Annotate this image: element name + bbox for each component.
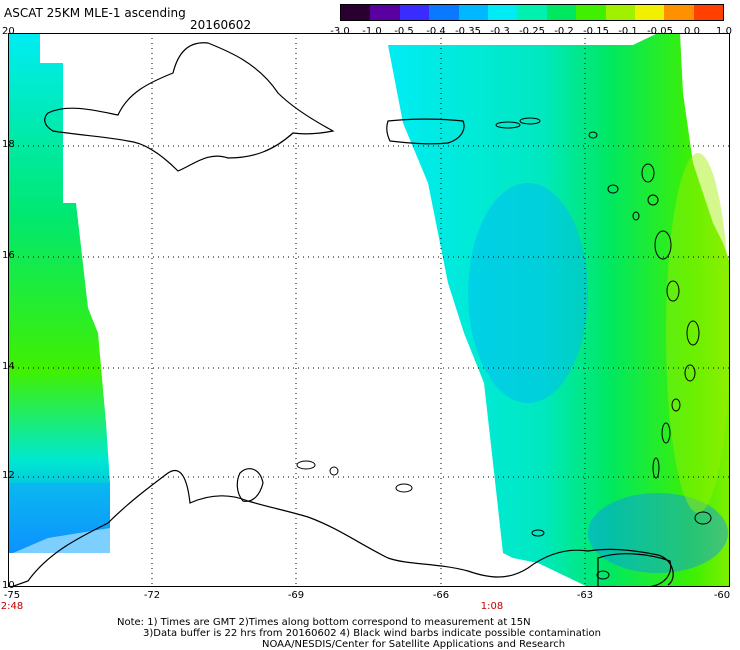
paraguana-peninsula [236, 468, 264, 502]
hispaniola-coast [44, 42, 335, 172]
colorbar-swatch [487, 5, 518, 20]
coastlines [9, 42, 674, 587]
colorbar [340, 4, 724, 21]
time-label-west: 2:48 [0, 601, 24, 612]
colorbar-tick-label: -0.05 [647, 26, 673, 37]
islands [296, 117, 712, 580]
lon-label-63: -63 [576, 590, 594, 601]
time-label-east: 1:08 [480, 601, 504, 612]
map-plot [8, 33, 730, 587]
product-title: ASCAT 25KM MLE-1 ascending [4, 6, 186, 20]
east-swath-green-band [666, 153, 730, 513]
puerto-rico-coast [386, 118, 465, 145]
east-swath-south-blue [588, 493, 728, 573]
colorbar-swatch [664, 5, 694, 20]
colorbar-swatch [693, 5, 724, 20]
lat-label-12: 12 [2, 470, 15, 481]
colorbar-swatch [370, 5, 400, 20]
lon-label-69: -69 [287, 590, 305, 601]
lat-label-14: 14 [2, 361, 15, 372]
colorbar-tick-label: -0.35 [455, 26, 481, 37]
colorbar-swatch [517, 5, 547, 20]
colorbar-swatch [429, 5, 459, 20]
lat-label-18: 18 [2, 139, 15, 150]
colorbar-tick-label: -0.3 [490, 26, 510, 37]
colorbar-swatch [341, 5, 371, 20]
note-line-2: 3)Data buffer is 22 hrs from 20160602 4)… [143, 628, 601, 639]
colorbar-tick-label: -0.4 [426, 26, 446, 37]
colorbar-tick-label: 0.0 [684, 26, 700, 37]
lat-label-16: 16 [2, 250, 15, 261]
note-line-3: NOAA/NESDIS/Center for Satellite Applica… [262, 639, 566, 650]
colorbar-swatch [546, 5, 577, 20]
graticule [8, 33, 730, 587]
product-date: 20160602 [190, 18, 252, 32]
colorbar-tick-label: -0.1 [618, 26, 638, 37]
lon-label-60: -60 [713, 590, 731, 601]
east-swath-blue-area [468, 183, 588, 403]
lon-label-72: -72 [143, 590, 161, 601]
colorbar-swatch [605, 5, 635, 20]
west-swath-blue-patch [8, 483, 110, 553]
colorbar-tick-label: -0.2 [554, 26, 574, 37]
lon-label-75: -75 [3, 590, 21, 601]
colorbar-labels: -3.0 -1.0 -0.5 -0.4 -0.35 -0.3 -0.25 -0.2 -0.15-… [330, 26, 732, 40]
colorbar-tick-label: -1.0 [362, 26, 382, 37]
colorbar-swatch [634, 5, 665, 20]
west-swath [8, 33, 110, 553]
trinidad-coast [597, 553, 672, 587]
colorbar-tick-label: 1.0 [716, 26, 732, 37]
colorbar-tick-label: -3.0 [330, 26, 350, 37]
venezuela-coast [9, 470, 674, 587]
map-frame [8, 33, 730, 587]
colorbar-tick-label: -0.15 [583, 26, 609, 37]
lat-label-20: 20 [2, 26, 15, 37]
colorbar-swatch [576, 5, 606, 20]
note-line-1: Note: 1) Times are GMT 2)Times along bot… [117, 617, 531, 628]
lat-label-10: 10 [2, 580, 15, 591]
colorbar-swatch [458, 5, 488, 20]
colorbar-tick-label: -0.5 [394, 26, 414, 37]
colorbar-tick-label: -0.25 [519, 26, 545, 37]
lon-label-66: -66 [432, 590, 450, 601]
colorbar-swatch [399, 5, 430, 20]
